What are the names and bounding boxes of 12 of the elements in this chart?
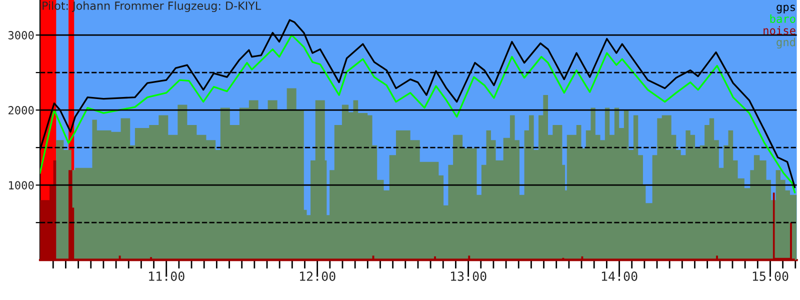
text: noise [764, 26, 796, 35]
text: gps [776, 4, 795, 14]
y-tick-label: 1000 [9, 181, 34, 190]
text: baro [770, 14, 796, 23]
y-tick-label: 2000 [8, 106, 34, 114]
y-tick-label: 3000 [8, 31, 34, 40]
text: gnd [776, 38, 796, 49]
x-tick-label: 11:00 [149, 272, 184, 281]
x-tick-label: 14:00 [602, 272, 638, 281]
x-tick-label: 12:00 [300, 272, 336, 281]
x-tick-label: 15:00 [752, 272, 788, 281]
x-tick-label: 13:00 [450, 272, 486, 281]
